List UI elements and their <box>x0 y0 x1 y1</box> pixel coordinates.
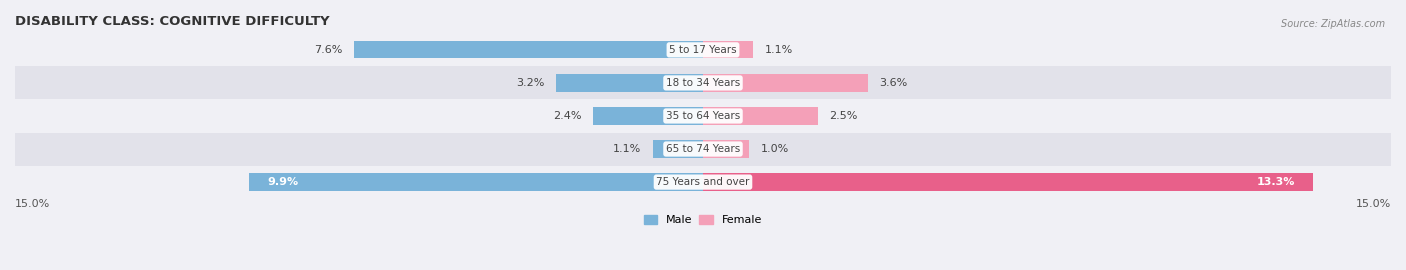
Bar <box>249 174 703 191</box>
Text: 35 to 64 Years: 35 to 64 Years <box>666 111 740 121</box>
Text: 18 to 34 Years: 18 to 34 Years <box>666 78 740 88</box>
Bar <box>354 41 703 59</box>
Legend: Male, Female: Male, Female <box>640 210 766 230</box>
Text: 15.0%: 15.0% <box>15 199 51 209</box>
Bar <box>557 74 703 92</box>
Bar <box>703 74 868 92</box>
Bar <box>703 140 749 158</box>
Bar <box>652 140 703 158</box>
Bar <box>15 99 1391 133</box>
Bar <box>15 133 1391 166</box>
Text: 7.6%: 7.6% <box>315 45 343 55</box>
Text: 1.1%: 1.1% <box>765 45 793 55</box>
Text: 3.2%: 3.2% <box>516 78 544 88</box>
Text: 3.6%: 3.6% <box>880 78 908 88</box>
Bar <box>703 107 818 124</box>
Text: 15.0%: 15.0% <box>1355 199 1391 209</box>
Bar <box>703 174 1313 191</box>
Text: Source: ZipAtlas.com: Source: ZipAtlas.com <box>1281 19 1385 29</box>
Text: 9.9%: 9.9% <box>267 177 298 187</box>
Bar <box>593 107 703 124</box>
Text: DISABILITY CLASS: COGNITIVE DIFFICULTY: DISABILITY CLASS: COGNITIVE DIFFICULTY <box>15 15 329 28</box>
Text: 5 to 17 Years: 5 to 17 Years <box>669 45 737 55</box>
Bar <box>15 33 1391 66</box>
Text: 13.3%: 13.3% <box>1257 177 1295 187</box>
Bar <box>15 166 1391 199</box>
Text: 1.1%: 1.1% <box>613 144 641 154</box>
Text: 75 Years and over: 75 Years and over <box>657 177 749 187</box>
Bar <box>703 41 754 59</box>
Bar <box>15 66 1391 99</box>
Text: 65 to 74 Years: 65 to 74 Years <box>666 144 740 154</box>
Text: 1.0%: 1.0% <box>761 144 789 154</box>
Text: 2.4%: 2.4% <box>553 111 582 121</box>
Text: 2.5%: 2.5% <box>830 111 858 121</box>
